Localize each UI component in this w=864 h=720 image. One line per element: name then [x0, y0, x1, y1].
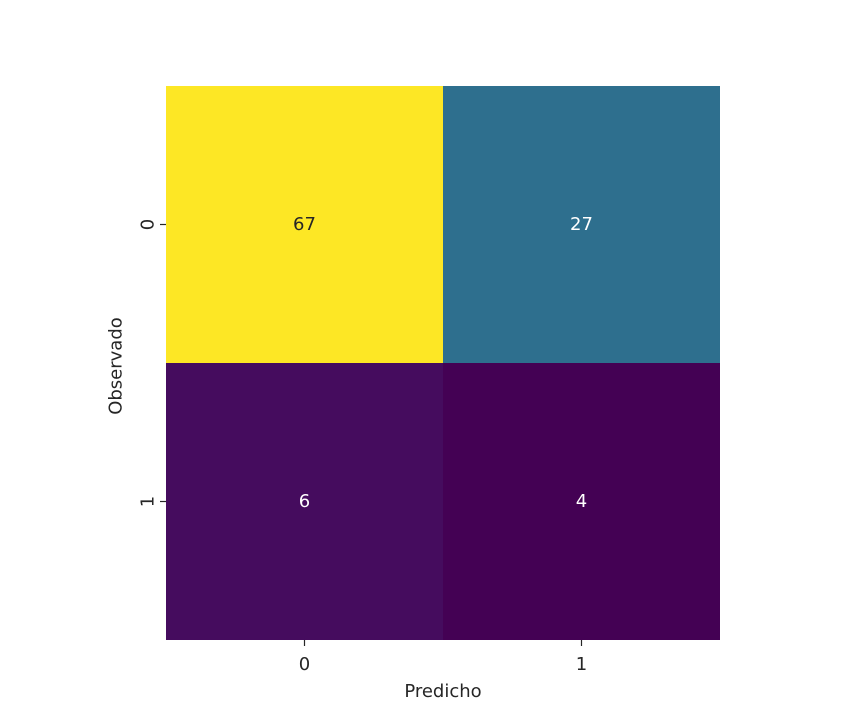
x-tick-label-0: 0: [299, 654, 310, 675]
y-tick-label-0: 0: [138, 219, 159, 230]
heatmap-cell-r0-c0: [166, 86, 443, 363]
y-axis-label: Observado: [106, 317, 127, 415]
heatmap-cell-r1-c0: [166, 363, 443, 640]
heatmap-cells: [166, 86, 720, 640]
cell-value-r1-c1: 4: [576, 491, 587, 512]
cell-value-r1-c0: 6: [299, 491, 310, 512]
x-axis-label: Predicho: [404, 681, 481, 702]
heatmap-cell-r0-c1: [443, 86, 720, 363]
cell-value-r0-c0: 67: [293, 214, 316, 235]
heatmap-cell-labels: 67 27 6 4: [293, 214, 593, 512]
y-tick-label-1: 1: [138, 496, 159, 507]
x-tick-label-1: 1: [576, 654, 587, 675]
heatmap-cell-r1-c1: [443, 363, 720, 640]
y-axis-ticks: 01: [138, 219, 166, 507]
cell-value-r0-c1: 27: [570, 214, 593, 235]
